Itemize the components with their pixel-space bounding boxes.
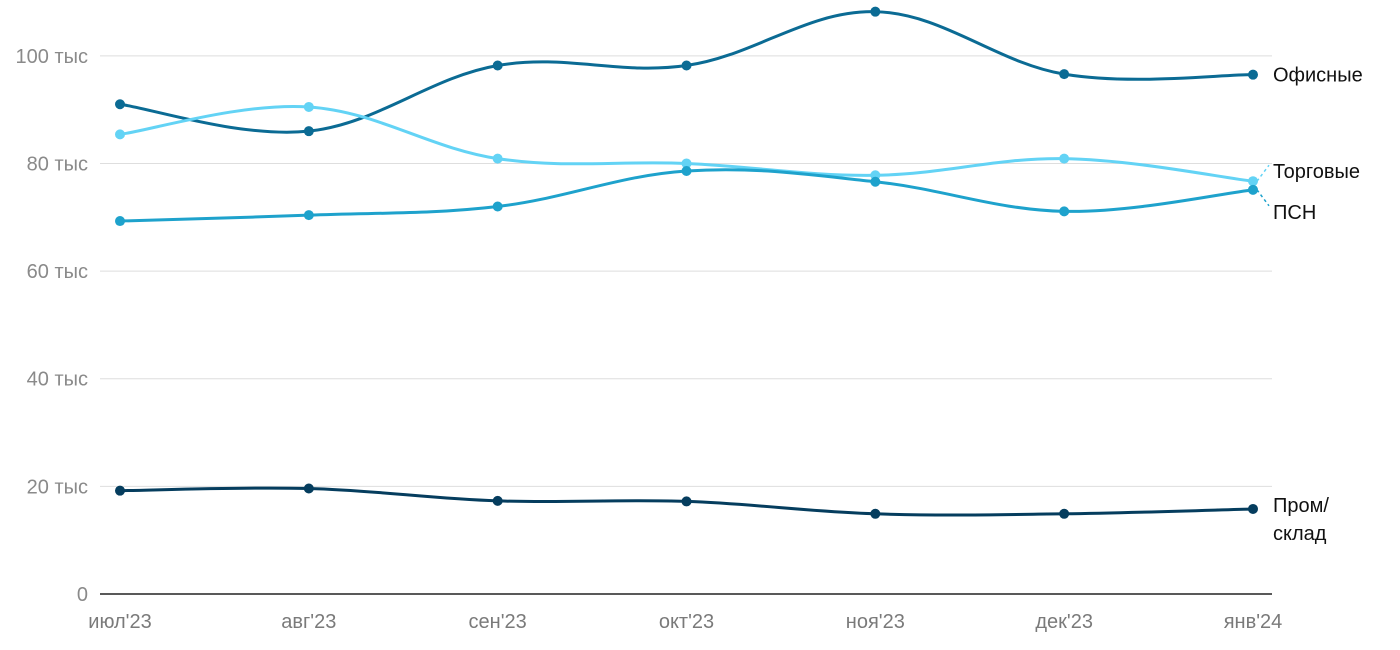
series-label-2: Торговые [1273,161,1360,183]
series-3 [115,165,1258,227]
series-label-1: Офисные [1273,65,1363,87]
x-tick-label: июл'23 [88,611,151,633]
data-point [1248,176,1258,187]
data-point [115,129,125,140]
series-line [118,10,1255,134]
data-point [681,165,692,176]
data-point [303,210,314,221]
y-tick-label: 80 тыс [27,153,88,175]
series-label-line: Офисные [1273,65,1363,87]
y-tick-label: 0 [77,584,88,606]
y-tick-label: 60 тыс [27,261,88,283]
data-point [492,60,503,71]
y-tick-label: 20 тыс [27,476,88,498]
data-point [492,201,503,212]
x-axis-ticks: июл'23 авг'23 сен'23 окт'23 ноя'23 дек'23 янв'… [88,611,1282,633]
data-point [1059,508,1070,519]
data-point [115,99,125,110]
data-point [492,153,503,164]
data-point [1059,206,1070,217]
data-point [303,483,314,494]
series-label-line: ПСН [1273,202,1316,224]
y-axis-ticks: 0 20 тыс 40 тыс 60 тыс 80 тыс 100 тыс [16,46,88,606]
data-point [492,495,503,506]
data-point [1059,153,1070,164]
data-point [303,101,314,112]
label-leader-line [1256,189,1270,207]
series-labels: Офисные Торговые ПСН Пром/склад [1256,65,1363,545]
x-tick-label: янв'24 [1224,611,1283,633]
x-tick-label: авг'23 [281,611,336,633]
y-tick-label: 100 тыс [16,46,88,68]
x-tick-label: дек'23 [1035,611,1093,633]
series-4 [115,483,1258,519]
y-tick-label: 40 тыс [27,369,88,391]
data-point [681,158,692,169]
data-point [870,508,881,519]
data-point [115,216,125,227]
series-lines [115,6,1258,519]
x-tick-label: окт'23 [659,611,714,633]
series-line [118,168,1255,223]
data-point [870,6,881,17]
series-1 [115,6,1258,137]
data-point [1248,503,1258,514]
series-label-3: ПСН [1273,202,1316,224]
series-2 [115,101,1258,187]
x-tick-label: сен'23 [469,611,527,633]
data-point [303,126,314,137]
gridlines [100,55,1272,487]
series-label-4: Пром/склад [1273,495,1329,545]
data-point [870,176,881,187]
data-point [1059,69,1070,80]
data-point [681,496,692,507]
series-label-line: Торговые [1273,161,1360,183]
data-point [1248,69,1258,80]
data-point [115,485,125,496]
data-point [1248,184,1258,195]
label-leader-line [1256,164,1270,182]
data-point [681,60,692,71]
x-tick-label: ноя'23 [846,611,905,633]
series-label-line: Пром/ [1273,495,1329,517]
series-label-line: склад [1273,523,1327,545]
